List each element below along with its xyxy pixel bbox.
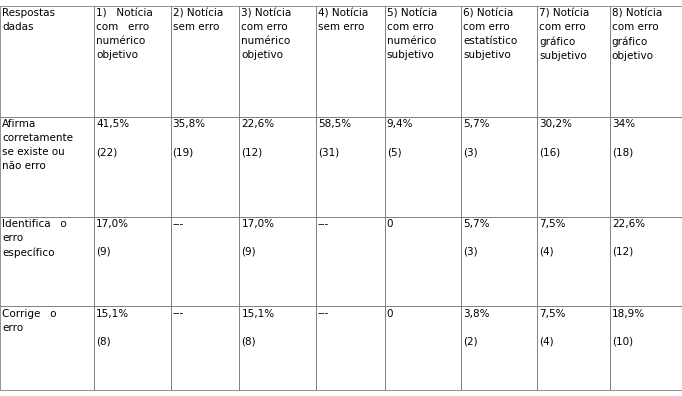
- Bar: [461, 6, 537, 117]
- Bar: [461, 306, 537, 390]
- Text: 22,6%

(12): 22,6% (12): [612, 219, 645, 257]
- Text: 17,0%

(9): 17,0% (9): [241, 219, 274, 257]
- Bar: [170, 217, 239, 306]
- Bar: [610, 217, 682, 306]
- Text: Afirma
corretamente
se existe ou
não erro: Afirma corretamente se existe ou não err…: [2, 120, 73, 171]
- Bar: [385, 117, 461, 217]
- Text: 34%

(18): 34% (18): [612, 120, 635, 158]
- Bar: [94, 306, 170, 390]
- Text: 41,5%

(22): 41,5% (22): [96, 120, 130, 158]
- Text: 15,1%

(8): 15,1% (8): [96, 308, 130, 346]
- Bar: [461, 117, 537, 217]
- Text: 9,4%

(5): 9,4% (5): [387, 120, 413, 158]
- Text: Corrige   o
erro: Corrige o erro: [2, 308, 57, 333]
- Text: ---: ---: [318, 308, 329, 319]
- Bar: [170, 306, 239, 390]
- Bar: [385, 217, 461, 306]
- Text: 15,1%

(8): 15,1% (8): [241, 308, 275, 346]
- Text: ---: ---: [318, 219, 329, 229]
- Bar: [239, 306, 316, 390]
- Bar: [94, 117, 170, 217]
- Bar: [0, 217, 94, 306]
- Text: 18,9%

(10): 18,9% (10): [612, 308, 645, 346]
- Bar: [610, 306, 682, 390]
- Bar: [461, 217, 537, 306]
- Bar: [0, 6, 94, 117]
- Bar: [239, 117, 316, 217]
- Text: 0: 0: [387, 219, 394, 229]
- Text: 8) Notícia
com erro
gráfico
objetivo: 8) Notícia com erro gráfico objetivo: [612, 8, 662, 61]
- Text: Respostas
dadas: Respostas dadas: [2, 8, 55, 32]
- Bar: [170, 6, 239, 117]
- Text: 30,2%

(16): 30,2% (16): [539, 120, 572, 158]
- Bar: [316, 217, 385, 306]
- Bar: [94, 6, 170, 117]
- Text: 58,5%

(31): 58,5% (31): [318, 120, 351, 158]
- Bar: [94, 217, 170, 306]
- Text: 3,8%

(2): 3,8% (2): [463, 308, 490, 346]
- Text: 3) Notícia
com erro
numérico
objetivo: 3) Notícia com erro numérico objetivo: [241, 8, 292, 60]
- Bar: [537, 306, 610, 390]
- Bar: [537, 117, 610, 217]
- Text: 7) Notícia
com erro
gráfico
subjetivo: 7) Notícia com erro gráfico subjetivo: [539, 8, 590, 61]
- Text: 35,8%

(19): 35,8% (19): [173, 120, 206, 158]
- Text: 4) Notícia
sem erro: 4) Notícia sem erro: [318, 8, 368, 32]
- Text: ---: ---: [173, 308, 183, 319]
- Bar: [0, 306, 94, 390]
- Bar: [239, 217, 316, 306]
- Text: 22,6%

(12): 22,6% (12): [241, 120, 275, 158]
- Text: 5) Notícia
com erro
numérico
subjetivo: 5) Notícia com erro numérico subjetivo: [387, 8, 437, 60]
- Text: 6) Notícia
com erro
estatístico
subjetivo: 6) Notícia com erro estatístico subjetiv…: [463, 8, 518, 60]
- Bar: [316, 6, 385, 117]
- Text: Identifica   o
erro
específico: Identifica o erro específico: [2, 219, 67, 258]
- Text: 5,7%

(3): 5,7% (3): [463, 219, 490, 257]
- Bar: [537, 6, 610, 117]
- Bar: [0, 117, 94, 217]
- Text: 0: 0: [387, 308, 394, 319]
- Bar: [170, 117, 239, 217]
- Bar: [316, 306, 385, 390]
- Text: 5,7%

(3): 5,7% (3): [463, 120, 490, 158]
- Bar: [316, 117, 385, 217]
- Bar: [610, 117, 682, 217]
- Bar: [239, 6, 316, 117]
- Text: 1)   Notícia
com   erro
numérico
objetivo: 1) Notícia com erro numérico objetivo: [96, 8, 153, 60]
- Text: 7,5%

(4): 7,5% (4): [539, 308, 566, 346]
- Text: 2) Notícia
sem erro: 2) Notícia sem erro: [173, 8, 223, 32]
- Text: 17,0%

(9): 17,0% (9): [96, 219, 129, 257]
- Bar: [610, 6, 682, 117]
- Bar: [385, 306, 461, 390]
- Bar: [385, 6, 461, 117]
- Text: ---: ---: [173, 219, 183, 229]
- Text: 7,5%

(4): 7,5% (4): [539, 219, 566, 257]
- Bar: [537, 217, 610, 306]
